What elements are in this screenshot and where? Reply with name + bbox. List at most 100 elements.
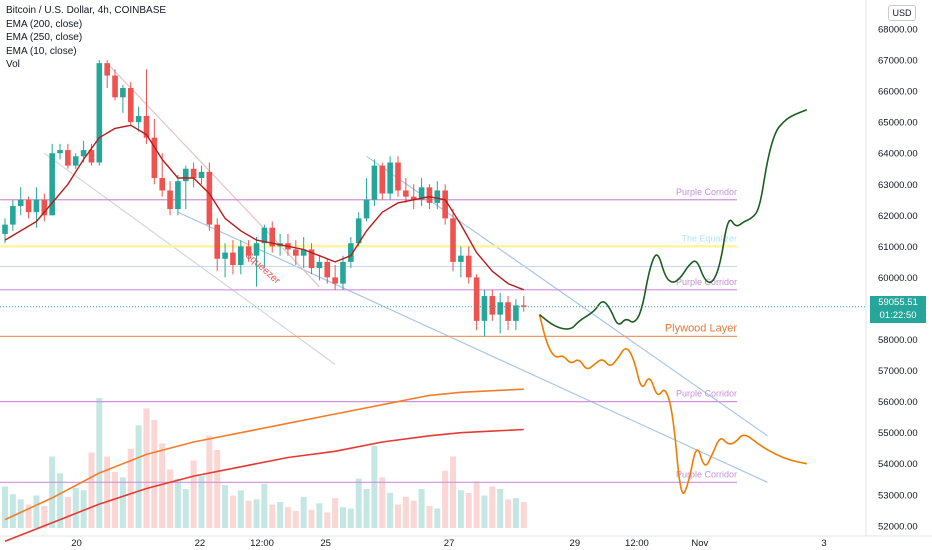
volume-bar: [300, 496, 307, 528]
volume-bar: [112, 472, 119, 528]
candle-body: [458, 255, 464, 262]
price-tick-label: 57000.00: [878, 366, 918, 377]
volume-bar: [473, 481, 480, 528]
price-tick-label: 55000.00: [878, 428, 918, 439]
candle-body: [473, 277, 480, 321]
volume-bar: [512, 498, 519, 528]
candle-body: [505, 302, 511, 321]
candle-body: [96, 63, 103, 163]
volume-bar: [308, 509, 315, 528]
volume-bar: [119, 477, 126, 528]
volume-bar: [159, 443, 166, 528]
volume-bar: [174, 478, 181, 528]
volume-bar: [57, 473, 64, 528]
trend-line: [43, 152, 336, 365]
volume-bar: [182, 489, 189, 528]
volume-bar: [316, 503, 323, 528]
candle-body: [253, 243, 260, 256]
ema250-line: [4, 428, 524, 543]
volume-bar: [505, 499, 512, 528]
volume-bar: [450, 456, 457, 528]
volume-bar: [127, 448, 134, 528]
candle-body: [127, 87, 134, 123]
volume-bar: [434, 508, 441, 528]
candle-body: [238, 246, 244, 265]
candle-body: [72, 156, 79, 166]
time-tick-label: 29: [570, 538, 581, 549]
volume-bar: [33, 495, 40, 528]
candle-body: [151, 137, 158, 179]
candle-body: [206, 171, 213, 225]
time-tick-label: 12:00: [625, 538, 649, 549]
candle-body: [497, 302, 503, 315]
candle-body: [135, 115, 142, 123]
volume-bar: [190, 460, 197, 528]
volume-bar: [198, 476, 205, 528]
price-tick-label: 56000.00: [878, 397, 918, 408]
level-label: Purple Corridor: [676, 389, 737, 399]
price-tick-label: 54000.00: [878, 459, 918, 470]
volume-bar: [379, 477, 386, 528]
volume-bar: [167, 469, 174, 528]
price-tick-label: 52000.00: [878, 521, 918, 532]
price-tick-label: 68000.00: [878, 25, 918, 36]
volume-bar: [347, 508, 354, 528]
ema10-line: [4, 124, 525, 291]
candle-body: [520, 305, 527, 307]
volume-bar: [269, 504, 276, 528]
candle-body: [418, 187, 425, 200]
time-tick-label: 12:00: [250, 538, 274, 549]
volume-bar: [410, 500, 417, 528]
volume-bar: [457, 490, 464, 528]
candle-body: [450, 218, 456, 262]
volume-bar: [229, 495, 236, 528]
legend-title: Bitcoin / U.S. Dollar, 4h, COINBASE: [6, 5, 167, 16]
volume-bar: [442, 470, 449, 528]
volume-bar: [497, 489, 504, 528]
candle-body: [293, 249, 299, 256]
price-tick-label: 53000.00: [878, 490, 918, 501]
last-price-tag: 59055.51 01:22:50: [870, 296, 926, 323]
candle-body: [442, 190, 448, 219]
time-tick-label: 25: [320, 538, 331, 549]
volume-bar: [25, 504, 32, 528]
price-tick-label: 66000.00: [878, 87, 918, 98]
candle-body: [230, 252, 236, 265]
volume-bar: [520, 502, 527, 528]
candle-body: [363, 199, 370, 219]
candle-body: [387, 162, 393, 194]
time-tick-label: 3: [821, 538, 826, 549]
volume-bar: [402, 496, 409, 528]
price-tick-label: 62000.00: [878, 211, 918, 222]
volume-bar: [96, 398, 103, 528]
candle-body: [481, 296, 488, 321]
candle-body: [489, 296, 496, 315]
time-tick-label: Nov: [691, 538, 708, 549]
volume-bar: [88, 452, 95, 528]
last-price-value: 59055.51: [878, 297, 918, 308]
candle-body: [348, 243, 354, 262]
candle-body: [33, 199, 40, 213]
candle-body: [355, 218, 362, 244]
candle-body: [465, 255, 472, 278]
candle-body: [175, 181, 181, 210]
candle-body: [49, 153, 55, 216]
volume-bar: [465, 492, 472, 528]
candle-body: [434, 190, 441, 203]
volume-bar: [151, 420, 158, 528]
volume-bar: [64, 496, 71, 528]
currency-button[interactable]: USD: [888, 5, 916, 21]
volume-bar: [222, 485, 229, 528]
volume-bar: [387, 492, 394, 528]
volume-bar: [2, 486, 8, 528]
price-tick-label: 65000.00: [878, 118, 918, 129]
volume-bar: [49, 456, 56, 528]
price-axis[interactable]: [866, 0, 932, 550]
chart-legend: Bitcoin / U.S. Dollar, 4h, COINBASE EMA …: [6, 4, 166, 72]
candle-body: [104, 63, 110, 76]
candle-body: [324, 261, 331, 278]
candle-body: [143, 115, 150, 138]
candle-body: [316, 261, 323, 269]
volume-bar: [214, 450, 221, 528]
